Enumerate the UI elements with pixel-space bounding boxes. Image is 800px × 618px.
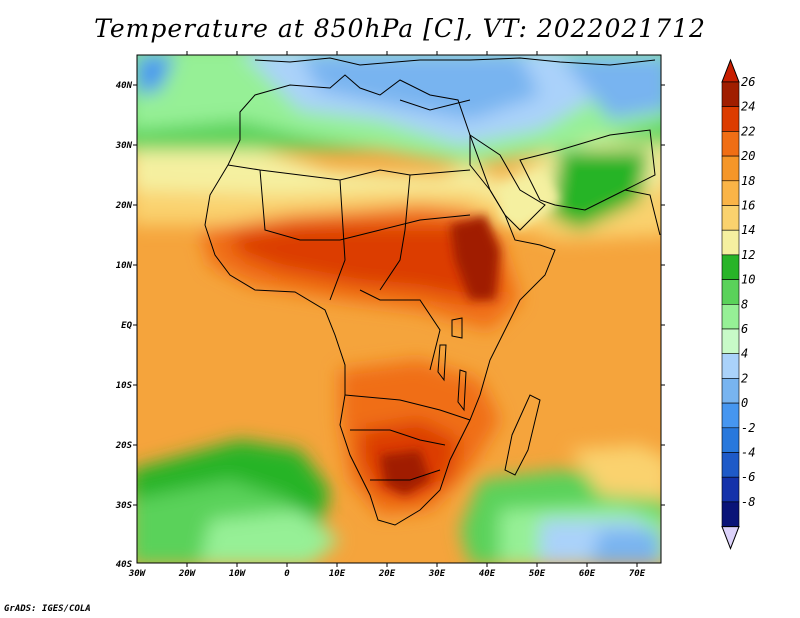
lat-label: 10S: [116, 381, 133, 391]
colorbar-label: 14: [741, 223, 755, 237]
coastlines: [204, 57, 661, 526]
colorbar-label: -4: [741, 446, 755, 460]
colorbar-swatch: [721, 279, 740, 305]
colorbar-bottom-arrow: [721, 526, 740, 550]
colorbar-swatch: [721, 452, 740, 478]
lon-label: 20E: [378, 569, 396, 579]
lon-label: 10E: [329, 569, 346, 579]
colorbar-label: 0: [741, 396, 748, 410]
colorbar-label: 20: [741, 149, 755, 163]
colorbar-label: 10: [741, 273, 755, 287]
lat-label: EQ: [121, 321, 132, 331]
lon-label: 20W: [178, 569, 197, 579]
lon-label: 30E: [428, 569, 446, 579]
lon-label: 50E: [529, 569, 546, 579]
longitude-axis: 30W 20W 10W 0 10E 20E 30E 40E 50E 60E 70…: [128, 51, 646, 579]
colorbar-label: -8: [741, 495, 755, 509]
colorbar-label: -6: [741, 470, 755, 484]
colorbar-swatch: [721, 402, 740, 429]
temperature-field: [137, 55, 661, 563]
colorbar-swatch: [721, 303, 740, 330]
colorbar-label: 8: [741, 297, 748, 311]
colorbar-swatch: [721, 155, 740, 182]
map-frame: [136, 54, 662, 564]
colorbar-swatch: [721, 501, 740, 527]
colorbar-swatch: [721, 131, 740, 157]
colorbar-label: 6: [741, 322, 748, 336]
colorbar-swatch: [721, 378, 740, 404]
colorbar-swatch: [721, 81, 740, 108]
colorbar-label: 2: [741, 371, 748, 385]
colorbar-swatch: [721, 229, 740, 256]
lat-label: 30S: [115, 501, 133, 511]
lon-label: 40E: [479, 569, 496, 579]
colorbar-swatch: [721, 476, 740, 503]
colorbar-swatch: [721, 254, 740, 280]
colorbar-label: 16: [741, 199, 755, 213]
lat-label: 10N: [116, 261, 133, 271]
latitude-axis: 40N 30N 20N 10N EQ 10S 20S 30S 40S: [115, 81, 665, 570]
colorbar-swatch: [721, 205, 740, 231]
colorbar-label: 24: [741, 100, 755, 114]
colorbar-label: 4: [741, 347, 748, 361]
colorbar-label: 26: [741, 75, 755, 89]
colorbar-swatch: [721, 353, 740, 379]
lon-label: 60E: [579, 569, 596, 579]
map-title: Temperature at 850hPa [C], VT: 202202171…: [94, 14, 706, 43]
lat-label: 30N: [115, 141, 133, 151]
lon-label: 10W: [229, 569, 247, 579]
lat-label: 20N: [115, 201, 133, 211]
lon-label: 70E: [629, 569, 646, 579]
colorbar-top-arrow: [721, 58, 740, 83]
lat-label: 40N: [116, 81, 133, 91]
lon-label: 30W: [128, 569, 147, 579]
lat-label: 20S: [115, 441, 133, 451]
colorbar-label: 18: [741, 174, 755, 188]
colorbar-swatch: [721, 106, 740, 132]
colorbar-label: -2: [741, 421, 755, 435]
lon-label: 0: [284, 569, 290, 579]
colorbar-swatch: [721, 427, 740, 453]
lat-label: 40S: [116, 560, 133, 570]
colorbar-label: 12: [741, 248, 755, 262]
colorbar-swatch: [721, 180, 740, 206]
credit-text: GrADS: IGES/COLA: [4, 604, 91, 614]
colorbar-label: 22: [741, 124, 755, 138]
colorbar-swatch: [721, 328, 740, 355]
